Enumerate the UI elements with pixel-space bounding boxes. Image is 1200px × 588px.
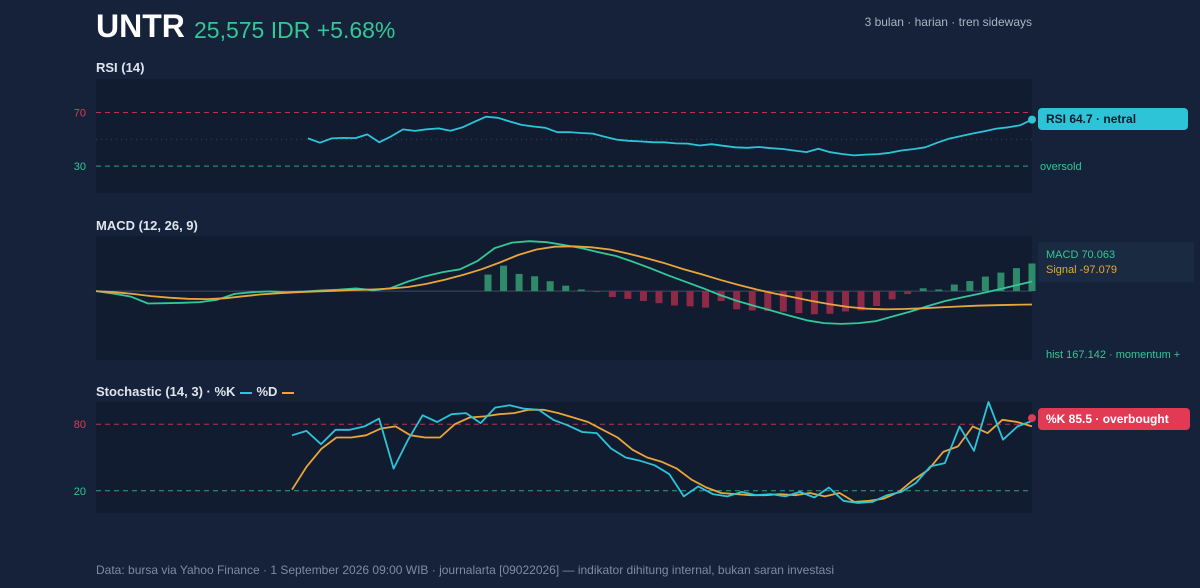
macd-hist-bar <box>748 291 756 311</box>
macd-hist-bar <box>686 291 694 307</box>
ticker-symbol: UNTR <box>96 8 185 44</box>
d-legend-swatch <box>282 391 295 394</box>
k-legend-swatch <box>240 391 253 394</box>
macd-line <box>95 240 1033 325</box>
rsi-tick-label: 30 <box>74 161 86 173</box>
macd-hist-bar <box>857 291 865 311</box>
macd-hist-bar <box>904 291 912 295</box>
macd-hist-bar <box>779 291 787 312</box>
macd-panel-title: MACD (12, 26, 9) <box>96 218 198 233</box>
footer-source: Data: bursa via Yahoo Finance · 1 Septem… <box>96 563 834 577</box>
macd-hist-bar <box>888 291 896 300</box>
macd-hist-bar <box>515 273 523 292</box>
macd-hist-bar <box>997 272 1005 292</box>
macd-hist-bar <box>826 291 834 314</box>
macd-hist-bar <box>873 291 881 306</box>
rsi-end-point <box>1028 115 1036 124</box>
stoch-badge <box>1038 408 1190 430</box>
macd-legend-box <box>1038 242 1194 282</box>
stoch-tick-label: 80 <box>74 419 86 431</box>
signal-legend-value: Signal -97.079 <box>1046 264 1117 276</box>
macd-hist-bar <box>966 281 974 292</box>
d-legend-label: %D <box>256 384 278 399</box>
macd-hist-bar <box>500 265 508 292</box>
macd-hist-bar <box>841 291 849 312</box>
rsi-badge-text: RSI 64.7 · netral <box>1046 112 1136 126</box>
macd-hist-bar <box>546 281 554 292</box>
rsi-oversold-label: oversold <box>1040 161 1082 173</box>
macd-hist-bar <box>935 289 943 292</box>
stoch-plot-area <box>96 402 1032 513</box>
macd-hist-bar <box>764 291 772 311</box>
macd-legend-value: MACD 70.063 <box>1046 249 1115 261</box>
macd-hist-bar <box>577 289 585 292</box>
hist-legend-value: hist 167.142 · momentum + <box>1046 349 1180 361</box>
macd-hist-bar <box>810 291 818 315</box>
macd-hist-bar <box>608 291 616 298</box>
rsi-tick-label: 70 <box>74 108 86 120</box>
chart-subtitle: 3 bulan · harian · tren sideways <box>864 15 1032 29</box>
macd-hist-bar <box>950 284 958 292</box>
rsi-badge <box>1038 108 1188 130</box>
price-change: 25,575 IDR +5.68% <box>194 17 396 43</box>
macd-hist-bar <box>593 291 601 293</box>
rsi-plot-area <box>96 79 1032 193</box>
macd-hist-bar <box>531 276 539 292</box>
macd-hist-bar <box>981 276 989 292</box>
macd-hist-bar <box>795 291 803 314</box>
stoch-k-line <box>291 401 1033 504</box>
stoch-d-line <box>291 408 1033 503</box>
stoch-end-point <box>1028 414 1036 423</box>
stoch-panel-title: Stochastic (14, 3) · %K %D <box>96 384 298 399</box>
macd-hist-bar <box>624 291 632 299</box>
macd-hist-bar <box>671 291 679 306</box>
stoch-tick-label: 20 <box>74 486 86 498</box>
rsi-panel-title: RSI (14) <box>96 60 145 75</box>
macd-hist-bar <box>484 274 492 292</box>
macd-hist-bar <box>702 291 710 308</box>
signal-line <box>95 245 1033 311</box>
macd-hist-bar <box>1028 263 1036 292</box>
macd-hist-bar <box>639 291 647 302</box>
rsi-series-line <box>307 115 1033 157</box>
stoch-title-label: Stochastic (14, 3) · %K <box>96 384 236 399</box>
macd-hist-bar <box>562 285 570 292</box>
macd-hist-bar <box>1012 268 1020 292</box>
macd-hist-bar <box>655 291 663 304</box>
macd-hist-bar <box>919 288 927 292</box>
stoch-badge-text: %K 85.5 · overbought <box>1046 412 1169 426</box>
